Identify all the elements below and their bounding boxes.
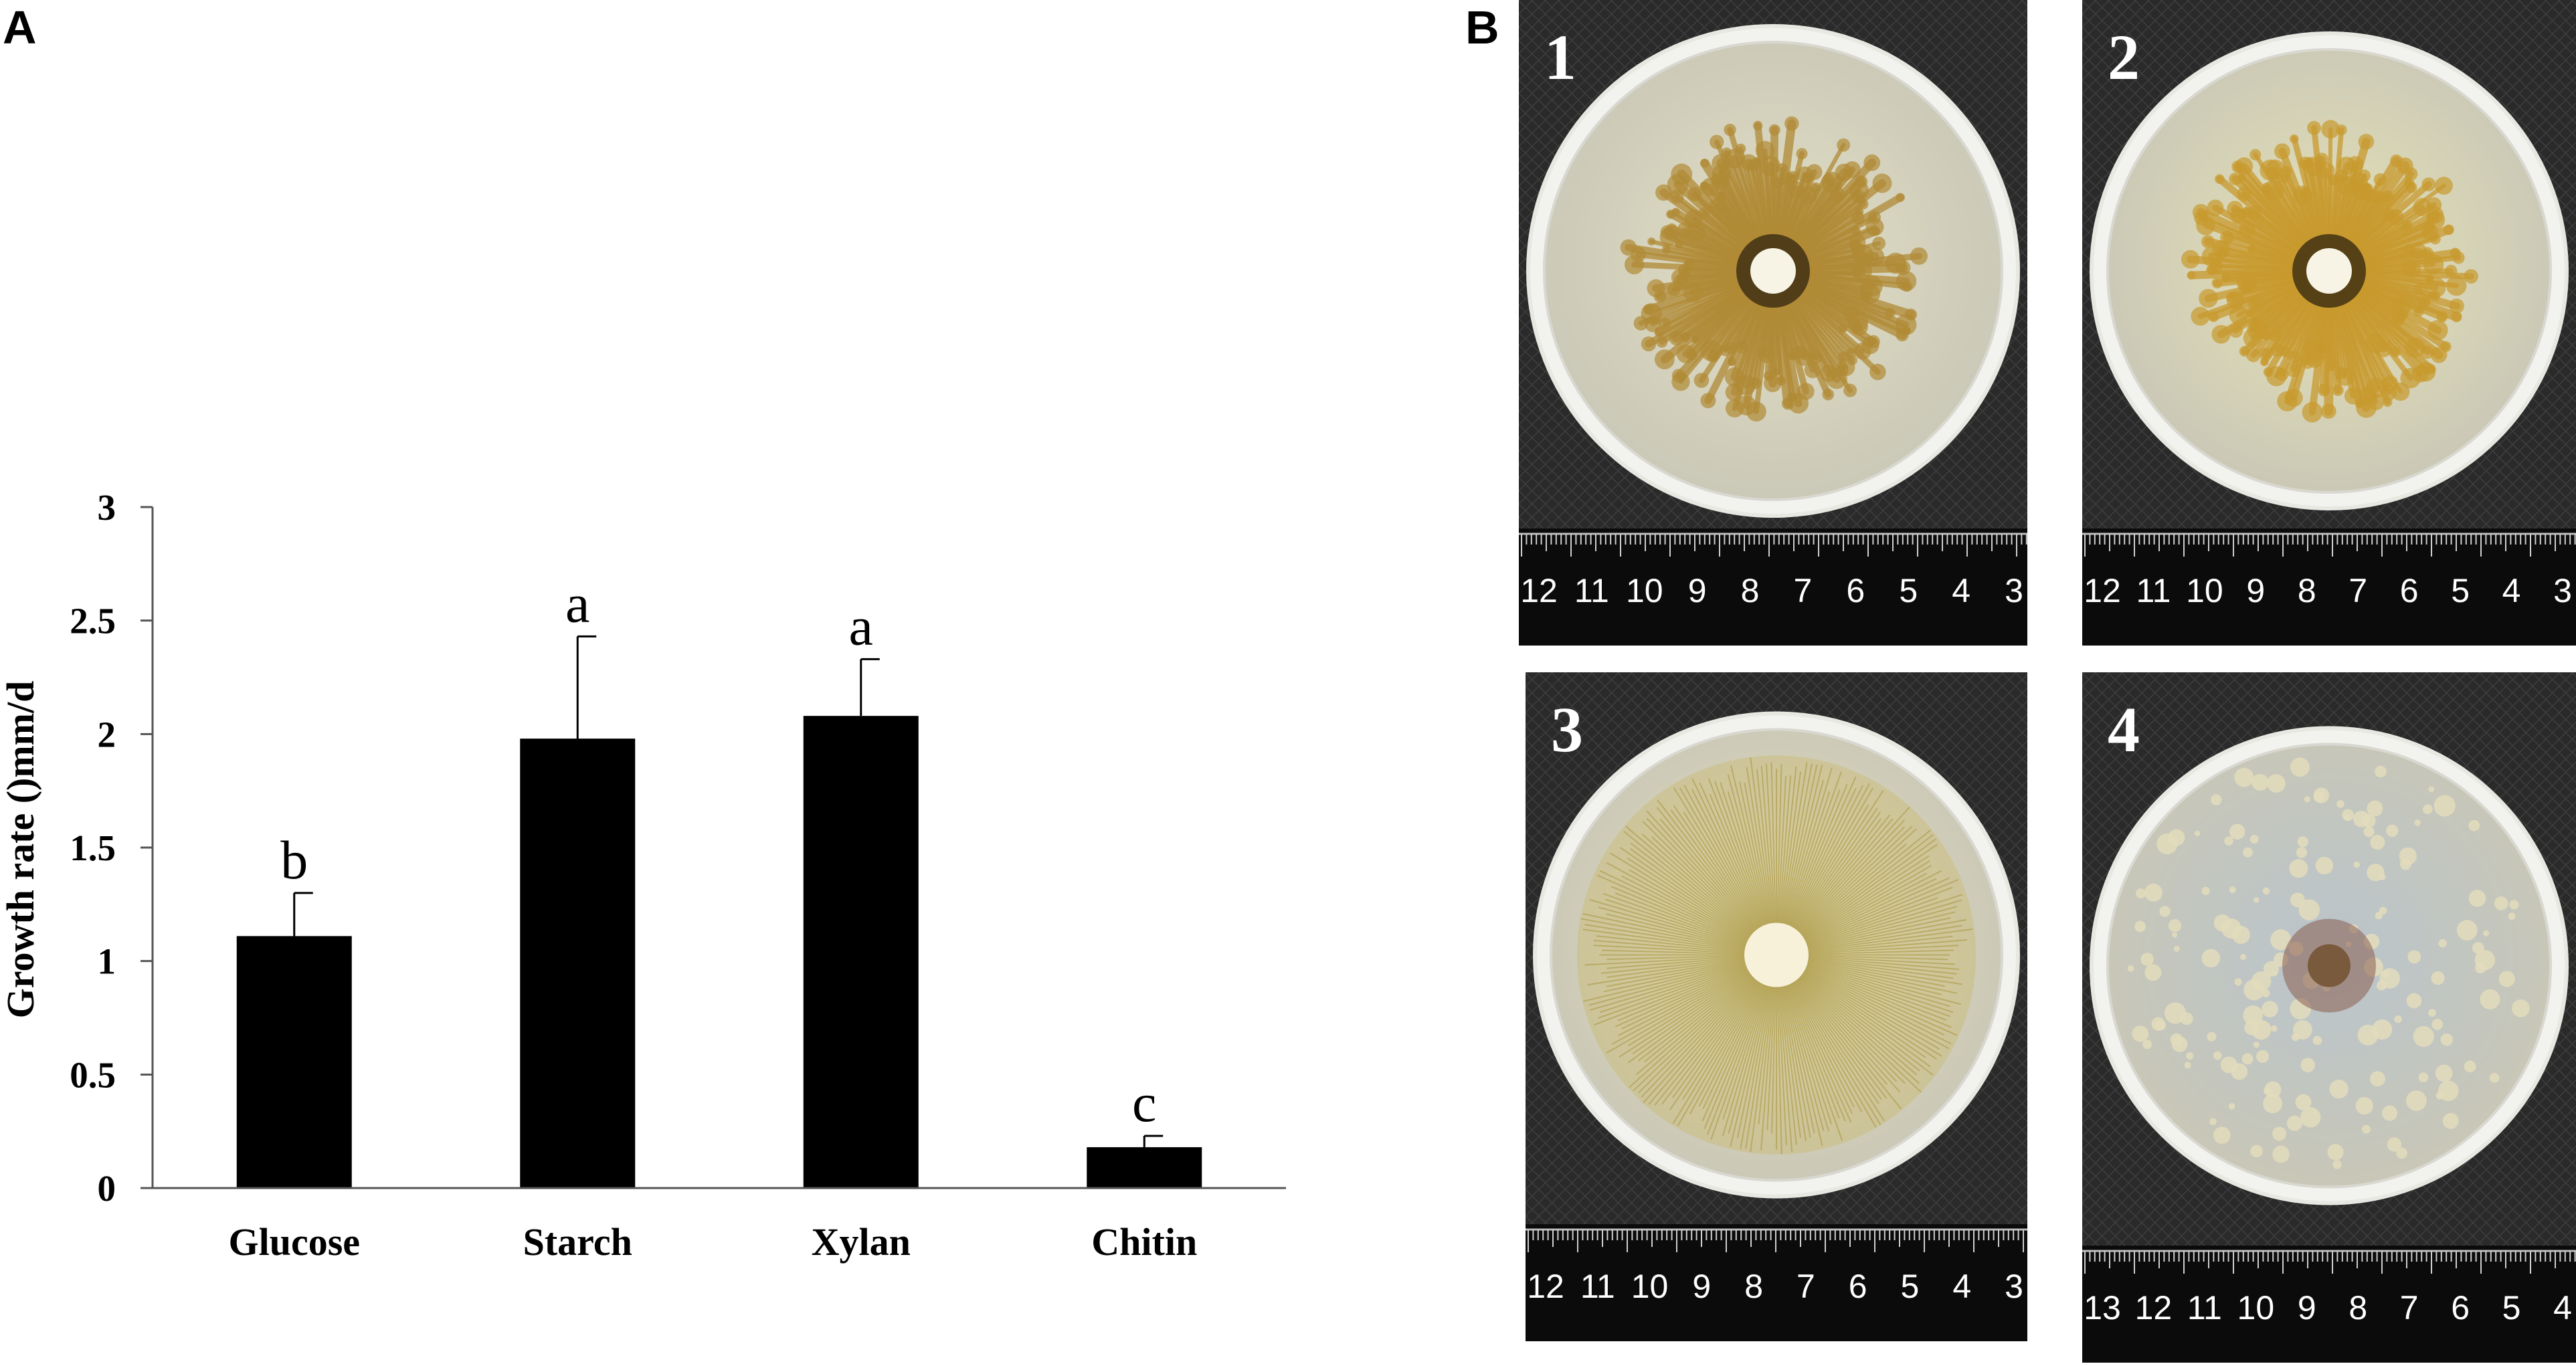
colony bbox=[1620, 116, 1928, 422]
ruler-number: 12 bbox=[2135, 1289, 2173, 1327]
ruler-number: 4 bbox=[2502, 572, 2521, 609]
colony bbox=[2127, 757, 2530, 1169]
bar-starch bbox=[520, 739, 636, 1188]
ruler-number: 9 bbox=[2298, 1289, 2316, 1327]
error-bars-group bbox=[293, 635, 1164, 1147]
y-tick-label: 1.5 bbox=[70, 827, 116, 868]
ruler-number: 5 bbox=[1899, 572, 1918, 609]
bars-group bbox=[236, 716, 1202, 1188]
category-labels-group: Glucose Starch Xylan Chitin bbox=[228, 1220, 1197, 1264]
growth-rate-bar-chart: b a a c 0 0.5 1 1.5 2 2.5 3 Glucose Starch Xylan Chi… bbox=[0, 487, 1286, 1264]
y-tick-label: 2 bbox=[98, 714, 116, 755]
ruler-number: 12 bbox=[2084, 572, 2121, 609]
ruler-number: 12 bbox=[1520, 572, 1558, 609]
ruler-number: 13 bbox=[2084, 1289, 2121, 1327]
ruler-number: 3 bbox=[2005, 1268, 2023, 1305]
ruler-number: 9 bbox=[1692, 1268, 1711, 1305]
significance-letter: c bbox=[1132, 1072, 1156, 1133]
category-label: Starch bbox=[523, 1220, 632, 1264]
colony bbox=[1576, 755, 1976, 1155]
plate-photo-2: 12 11 10 9 8 7 6 5 4 3 2 bbox=[2082, 0, 2576, 646]
category-label: Glucose bbox=[228, 1220, 360, 1264]
plate-number: 1 bbox=[1544, 21, 1576, 93]
significance-letter: a bbox=[849, 595, 873, 656]
ruler-number: 3 bbox=[2005, 572, 2023, 609]
y-tick-label: 2.5 bbox=[70, 601, 116, 642]
ruler bbox=[2082, 1246, 2576, 1363]
plate-3-image: 12 11 10 9 8 7 6 5 4 33 bbox=[1526, 672, 2027, 1341]
ruler-number: 11 bbox=[2187, 1289, 2222, 1327]
ruler-number: 7 bbox=[2400, 1289, 2419, 1327]
ruler bbox=[2082, 528, 2576, 646]
ruler-number: 9 bbox=[2246, 572, 2265, 609]
error-bar-starch bbox=[576, 635, 597, 739]
plate-photo-1: 12 11 10 9 8 7 6 5 4 3 1 bbox=[1519, 0, 2027, 646]
ruler-number: 7 bbox=[1794, 572, 1813, 609]
y-tick-label: 1 bbox=[98, 941, 116, 982]
significance-letter: a bbox=[565, 573, 589, 633]
ruler-number: 3 bbox=[2553, 572, 2572, 609]
ruler-number: 6 bbox=[2451, 1289, 2470, 1327]
ruler-number: 4 bbox=[1952, 1268, 1971, 1305]
error-bar-xylan bbox=[860, 658, 880, 716]
ruler-number: 8 bbox=[1741, 572, 1760, 609]
ruler-number: 8 bbox=[1744, 1268, 1763, 1305]
ruler-number: 10 bbox=[1626, 572, 1663, 609]
ruler-number: 11 bbox=[1580, 1268, 1615, 1305]
ruler-number: 9 bbox=[1688, 572, 1707, 609]
plate-number: 3 bbox=[1551, 694, 1583, 765]
ruler-number: 6 bbox=[1849, 1268, 1867, 1305]
ruler-number: 7 bbox=[2349, 572, 2367, 609]
ruler-number: 4 bbox=[1952, 572, 1970, 609]
significance-letters-group: b a a c bbox=[280, 573, 1156, 1133]
y-tick-label: 0.5 bbox=[70, 1054, 116, 1095]
y-tick-label: 3 bbox=[98, 487, 116, 528]
plate-1-image: 12 11 10 9 8 7 6 5 4 3 1 bbox=[1519, 0, 2027, 646]
error-bar-chitin bbox=[1143, 1135, 1164, 1147]
plate-4-image: 13 12 11 10 9 8 7 6 5 44 bbox=[2082, 672, 2576, 1363]
ruler-number: 11 bbox=[2136, 572, 2171, 609]
panel-label-b: B bbox=[1465, 1, 1499, 54]
ruler-number: 8 bbox=[2349, 1289, 2367, 1327]
ruler-number: 5 bbox=[1901, 1268, 1920, 1305]
ruler-number: 12 bbox=[1527, 1268, 1564, 1305]
panel-label-a: A bbox=[3, 1, 37, 54]
error-bar-glucose bbox=[293, 892, 313, 937]
plate-2-image: 12 11 10 9 8 7 6 5 4 3 2 bbox=[2082, 0, 2576, 646]
bar-chitin bbox=[1087, 1147, 1202, 1188]
ruler-number: 8 bbox=[2298, 572, 2316, 609]
plate-number: 2 bbox=[2108, 21, 2140, 93]
category-label: Chitin bbox=[1091, 1220, 1197, 1264]
y-ticks-group: 0 0.5 1 1.5 2 2.5 3 bbox=[70, 487, 153, 1209]
y-axis-label: Growth rate ()mm/d bbox=[0, 681, 42, 1019]
ruler-number: 5 bbox=[2502, 1289, 2521, 1327]
ruler-number: 10 bbox=[2186, 572, 2223, 609]
plate-photo-4: 13 12 11 10 9 8 7 6 5 4 4 bbox=[2082, 672, 2576, 1363]
ruler-number: 6 bbox=[2400, 572, 2419, 609]
ruler-number: 11 bbox=[1574, 572, 1609, 609]
ruler-number: 7 bbox=[1797, 1268, 1815, 1305]
bar-xylan bbox=[803, 716, 919, 1188]
ruler-number: 5 bbox=[2451, 572, 2470, 609]
ruler-number: 10 bbox=[2237, 1289, 2275, 1327]
ruler-number: 6 bbox=[1846, 572, 1865, 609]
plate-number: 4 bbox=[2108, 694, 2140, 765]
plate-photo-3: 12 11 10 9 8 7 6 5 4 3 3 bbox=[1526, 672, 2027, 1341]
colony bbox=[2181, 120, 2478, 423]
ruler-number: 10 bbox=[1631, 1268, 1669, 1305]
bar-glucose bbox=[236, 936, 352, 1188]
category-label: Xylan bbox=[812, 1220, 911, 1264]
y-tick-label: 0 bbox=[98, 1168, 116, 1209]
ruler-number: 4 bbox=[2553, 1289, 2572, 1327]
significance-letter: b bbox=[280, 830, 308, 890]
